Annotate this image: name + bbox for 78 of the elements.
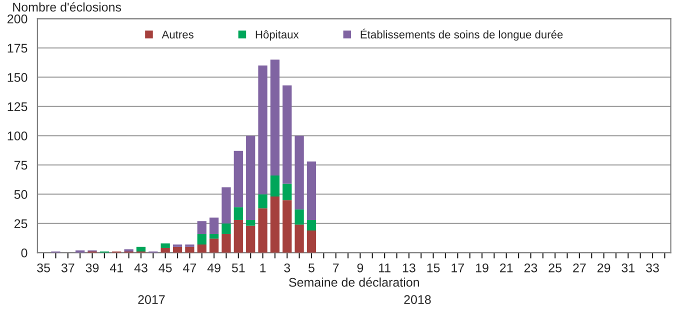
x-tick-label: 51 — [232, 264, 245, 272]
legend-label: Établissements de soins de longue durée — [360, 28, 563, 41]
legend-label: Hôpitaux — [256, 30, 299, 41]
y-tick-label: 50 — [14, 190, 28, 199]
x-tick-label: 37 — [61, 263, 74, 272]
y-tick-label: 125 — [8, 102, 28, 112]
y-tick-label: 0 — [21, 248, 28, 258]
x-tick-label: 33 — [646, 263, 659, 272]
x-tick-label: 49 — [207, 263, 220, 272]
bar — [306, 161, 316, 220]
x-tick-label: 23 — [524, 263, 538, 272]
x-tick-label: 35 — [37, 263, 50, 272]
x-tick-label: 17 — [452, 264, 464, 272]
y-tick-label: 25 — [14, 219, 28, 228]
y-tick-label: 200 — [8, 14, 28, 24]
bar — [246, 220, 256, 226]
text: 2017 — [138, 295, 165, 304]
bar — [234, 220, 243, 253]
bar — [222, 234, 231, 253]
bar — [282, 184, 292, 200]
x-tick-label: 45 — [158, 264, 172, 272]
bar — [209, 234, 219, 239]
bar — [209, 238, 219, 253]
bar — [234, 207, 243, 220]
bar — [306, 220, 316, 230]
text: 2018 — [404, 295, 431, 304]
bar — [160, 243, 170, 248]
bar — [197, 221, 206, 234]
bar — [270, 176, 280, 197]
x-tick-label: 47 — [183, 264, 196, 272]
bar — [246, 136, 256, 220]
x-tick-label: 27 — [573, 263, 586, 272]
y-tick-label: 100 — [8, 132, 28, 140]
x-tick-label: 1 — [260, 264, 266, 272]
bar — [172, 246, 182, 253]
y-tick-label: 175 — [8, 44, 28, 53]
bar — [124, 249, 134, 252]
x-tick-label: 25 — [548, 263, 562, 272]
bar — [270, 60, 280, 176]
y-tick-label: 75 — [14, 160, 28, 170]
x-tick-label: 41 — [110, 264, 123, 272]
x-tick-label: 9 — [357, 263, 364, 272]
bar — [222, 187, 231, 224]
bar — [185, 246, 194, 253]
legend-label: Autres — [162, 30, 194, 38]
x-tick-label: 31 — [622, 263, 634, 272]
x-tick-label: 21 — [500, 263, 513, 272]
bar — [197, 234, 206, 245]
x-tick-label: 15 — [427, 264, 440, 272]
bar — [234, 150, 243, 208]
x-tick-label: 19 — [476, 263, 488, 272]
bar — [136, 246, 146, 252]
x-tick-label: 13 — [402, 263, 416, 272]
bar — [258, 66, 268, 194]
bar — [209, 218, 219, 234]
x-tick-label: 39 — [86, 263, 99, 272]
x-tick-label: 29 — [597, 263, 610, 272]
y-axis-title: Nombre d'éclosions — [13, 2, 122, 12]
bar — [282, 85, 292, 184]
bar — [294, 224, 304, 253]
bar — [197, 244, 206, 253]
bar — [294, 136, 304, 210]
bar — [270, 196, 280, 253]
x-tick-label: 7 — [333, 264, 339, 272]
x-tick-label: 43 — [134, 263, 148, 272]
bar — [294, 209, 304, 225]
bar — [222, 223, 231, 234]
x-tick-label: 11 — [379, 264, 390, 272]
x-tick-label: 3 — [284, 263, 290, 272]
y-tick-label: 150 — [8, 73, 28, 82]
bar — [306, 230, 316, 253]
x-axis-title: Semaine de déclaration — [289, 277, 419, 287]
bar — [258, 194, 268, 208]
bar — [246, 226, 256, 253]
bar — [282, 200, 292, 253]
bar — [258, 208, 268, 253]
bar — [160, 248, 170, 253]
x-tick-label: 5 — [308, 264, 314, 272]
